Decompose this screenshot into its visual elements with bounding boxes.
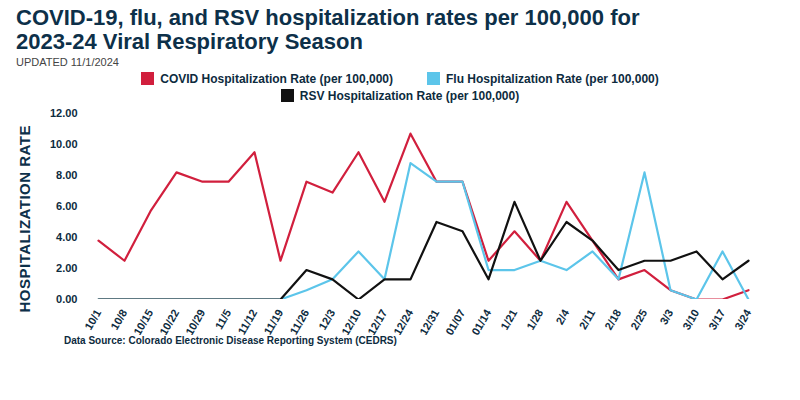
- svg-text:10/29: 10/29: [183, 307, 207, 335]
- svg-text:8.00: 8.00: [56, 169, 77, 181]
- svg-text:2/4: 2/4: [553, 306, 571, 326]
- svg-text:3/10: 3/10: [680, 307, 701, 332]
- svg-text:01/14: 01/14: [469, 306, 494, 335]
- html-text:UPDATED 11/1/2024: UPDATED 11/1/2024: [16, 55, 119, 68]
- svg-text:12/17: 12/17: [365, 307, 389, 335]
- svg-text:11/12: 11/12: [235, 307, 259, 335]
- svg-text:10/8: 10/8: [108, 307, 129, 332]
- svg-text:10/15: 10/15: [131, 307, 155, 335]
- svg-text:6.00: 6.00: [56, 200, 77, 212]
- svg-text:11/5: 11/5: [212, 307, 233, 331]
- svg-text:2.00: 2.00: [56, 262, 77, 274]
- svg-text:10/1: 10/1: [82, 307, 103, 332]
- svg-text:2/25: 2/25: [628, 307, 649, 332]
- svg-text:1/28: 1/28: [524, 307, 545, 332]
- svg-text:3/3: 3/3: [657, 307, 675, 326]
- svg-text:12/31: 12/31: [417, 307, 441, 335]
- html-text:COVID-19, flu, and RSV hospita: COVID-19, flu, and RSV hospitalization r…: [16, 5, 640, 54]
- svg-text:12/10: 12/10: [339, 307, 363, 335]
- html-text:HOSPITALIZATION RATE: HOSPITALIZATION RATE: [16, 124, 33, 313]
- svg-text:2/18: 2/18: [602, 307, 623, 332]
- svg-text:12/24: 12/24: [391, 306, 416, 335]
- svg-text:3/24: 3/24: [732, 306, 754, 331]
- html-text:Flu Hospitalization Rate (per: Flu Hospitalization Rate (per 100,000): [446, 71, 659, 86]
- svg-text:11/26: 11/26: [287, 307, 311, 335]
- svg-text:12.00: 12.00: [50, 107, 78, 119]
- svg-text:01/07: 01/07: [443, 307, 467, 335]
- html-text:RSV Hospitalization Rate (per: RSV Hospitalization Rate (per 100,000): [299, 88, 520, 103]
- html-text:COVID Hospitalization Rate (pe: COVID Hospitalization Rate (per 100,000): [160, 71, 393, 86]
- html-text:Data Source: Colorado Electron: Data Source: Colorado Electronic Disease…: [64, 334, 397, 346]
- svg-text:2/11: 2/11: [576, 307, 597, 331]
- svg-text:10.00: 10.00: [50, 138, 78, 150]
- svg-text:10/22: 10/22: [157, 307, 181, 335]
- svg-text:0.00: 0.00: [56, 293, 77, 305]
- svg-text:11/19: 11/19: [261, 307, 285, 335]
- svg-text:3/17: 3/17: [706, 307, 727, 332]
- svg-text:12/3: 12/3: [316, 307, 337, 332]
- svg-text:1/21: 1/21: [498, 307, 519, 332]
- svg-text:4.00: 4.00: [56, 231, 77, 243]
